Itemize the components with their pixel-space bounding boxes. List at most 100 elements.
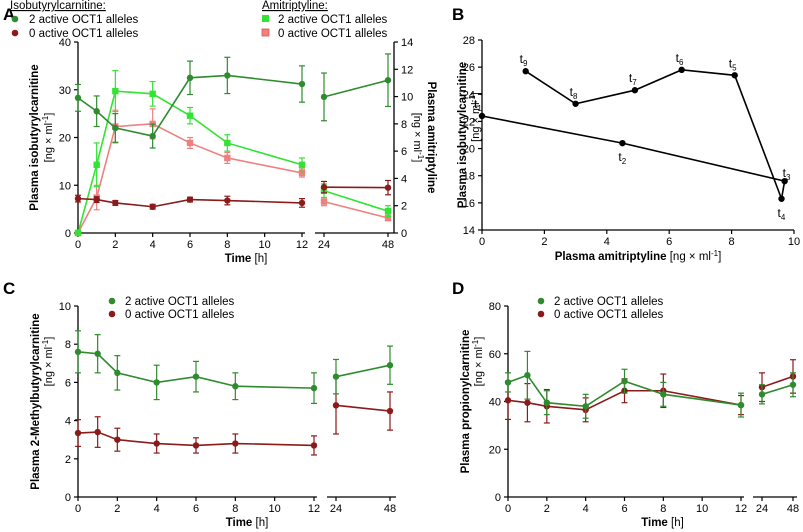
panel-c-x-tick-label: 8: [232, 503, 238, 515]
panel-b-point-label: t9: [520, 52, 528, 68]
panel-b-y-tick-label: 24: [463, 89, 475, 101]
panel-b-x-tick-label: 8: [729, 236, 735, 248]
panel-d-x-tick-label: 8: [660, 503, 666, 515]
legend-marker-2-active-iso: [11, 15, 19, 23]
panel-a-x-tick-label: 2: [112, 239, 118, 251]
legend-label-d-2-active: 2 active OCT1 alleles: [554, 296, 664, 308]
legend-label-c-2-active: 2 active OCT1 alleles: [125, 296, 235, 308]
panel-c-y-tick-label: 4: [65, 416, 71, 428]
legend-label-d-0-active: 0 active OCT1 alleles: [554, 309, 664, 321]
panel-b-data-point: [522, 68, 529, 75]
panel-d-0-active-series-line: [761, 375, 794, 388]
panel-c-2-active-data-point: [310, 384, 318, 392]
panel-d-x-tick-label: 48: [787, 503, 799, 515]
panel-a-x-tick-label: 48: [382, 239, 394, 251]
legend-label-c-0-active: 0 active OCT1 alleles: [125, 309, 235, 321]
panel-a-x-axis-title: Time [h]: [225, 253, 268, 265]
panel-c-y-tick-label: 10: [59, 301, 71, 313]
panel-a-ami-0-data-point: [320, 198, 328, 205]
panel-d-x-tick-label: 6: [621, 503, 627, 515]
panel-b-y-tick-label: 28: [463, 35, 475, 47]
legend-marker-d-2-active: [537, 297, 545, 305]
panel-b-x-tick-label: 4: [604, 236, 610, 248]
panel-d-y-tick-label: 20: [489, 444, 501, 456]
legend-title-amitriptyline: Amitriptyline:: [262, 0, 328, 12]
panel-a-ami-0-data-point: [224, 154, 231, 162]
panel-b-point-label: t1: [474, 97, 482, 113]
panel-a-y2-tick-label: 14: [401, 37, 413, 49]
panel-c-2-active-data-point: [332, 373, 340, 380]
panel-c-0-active-data-point: [153, 440, 160, 447]
panel-a-y-tick-label: 20: [59, 133, 71, 145]
panel-a-ami-2-series-line: [323, 189, 389, 212]
panel-b-data-point: [778, 195, 785, 202]
panel-a-ami-2-data-point: [224, 139, 231, 147]
panel-a-x-tick-label: 24: [318, 239, 330, 251]
panel-d-2-active-data-point: [621, 378, 628, 385]
panel-a-ami-2-data-point: [298, 161, 306, 168]
panel-a-y-tick-label: 10: [59, 180, 71, 192]
panel-label-b: B: [452, 5, 464, 24]
panel-a-y2-axis-title: Plasma amitriptyline: [425, 82, 437, 194]
panel-a-y2-tick-label: 6: [401, 146, 407, 158]
panel-b-data-point: [678, 66, 685, 74]
panel-a-ami-0-series-line: [323, 200, 389, 219]
panel-a-ami-2-data-point: [74, 229, 82, 237]
panel-a-y2-axis-unit: [ng × ml-1]: [411, 113, 425, 163]
panel-a-x-tick-label: 12: [296, 239, 308, 251]
panel-d-y-axis-title: Plasma propionylcarnitine: [460, 330, 472, 474]
panel-b-y-tick-label: 16: [463, 198, 475, 210]
panel-c-0-active-series-line: [335, 404, 391, 412]
panel-c-0-active-data-point: [386, 407, 394, 415]
panel-d-y-tick-label: 40: [489, 397, 501, 409]
legend-marker-2-active-ami: [262, 15, 269, 22]
panel-a-ami-2-data-point: [149, 90, 156, 98]
panel-c-y-axis-title: Plasma 2-Methylbutyrylcarnitine: [30, 313, 42, 489]
panel-c-2-active-data-point: [386, 362, 394, 369]
panel-a-iso-2-data-point: [384, 77, 392, 84]
panel-a-x-tick-label: 10: [259, 239, 271, 251]
panel-a-x-tick-label: 4: [150, 239, 156, 251]
panel-d-x-tick-label: 12: [735, 503, 747, 515]
panel-d-2-active-data-point: [737, 401, 745, 409]
panel-a-ami-2-data-point: [186, 112, 194, 119]
panel-b-y-tick-label: 14: [463, 225, 475, 237]
panel-b-y-tick-label: 18: [463, 171, 475, 183]
panel-c-0-active-data-point: [310, 442, 318, 449]
panel-a-y2-tick-label: 8: [401, 119, 407, 131]
panel-d-x-tick-label: 4: [583, 503, 589, 515]
panel-c-y-tick-label: 0: [65, 492, 71, 504]
panel-a-iso-0-data-point: [74, 195, 82, 202]
panel-a-y-tick-label: 40: [59, 37, 71, 49]
legend-label-0-active-iso: 0 active OCT1 alleles: [29, 28, 139, 40]
panel-b-point-label: t8: [570, 85, 578, 101]
panel-d-0-active-data-point: [524, 399, 531, 406]
panel-c-2-active-data-point: [94, 350, 101, 357]
panel-a-iso-2-data-point: [112, 124, 119, 132]
panel-d-2-active-data-point: [660, 391, 667, 398]
panel-d-0-active-data-point: [504, 397, 512, 404]
panel-a-iso-0-data-point: [186, 196, 194, 203]
panel-a-y-tick-label: 0: [65, 228, 71, 240]
legend-label-0-active-ami: 0 active OCT1 alleles: [278, 28, 388, 40]
panel-a-iso-2-data-point: [320, 93, 328, 101]
panel-b-x-tick-label: 6: [666, 236, 672, 248]
panel-a-ami-2-data-point: [384, 207, 392, 215]
panel-d-y-tick-label: 80: [489, 301, 501, 313]
panel-c-0-active-data-point: [192, 442, 200, 449]
panel-a-y2-tick-label: 10: [401, 92, 413, 104]
legend-panel-c: 2 active OCT1 alleles 0 active OCT1 alle…: [108, 296, 235, 321]
panel-d-2-active-data-point: [789, 381, 797, 388]
panel-d-x-tick-label: 0: [505, 503, 511, 515]
panel-b-x-tick-label: 10: [788, 236, 800, 248]
panel-b-y-tick-label: 26: [463, 62, 475, 74]
panel-b-point-label: t4: [778, 206, 786, 222]
panel-d-2-active-series-line: [761, 384, 794, 396]
panel-b-point-label: t6: [676, 51, 684, 67]
panel-c-x-tick-label: 2: [114, 503, 120, 515]
panel-d-y-axis-unit: [ng × ml-1]: [471, 337, 485, 387]
panel-a-iso-2-data-point: [74, 94, 82, 102]
panel-label-d: D: [452, 279, 464, 298]
